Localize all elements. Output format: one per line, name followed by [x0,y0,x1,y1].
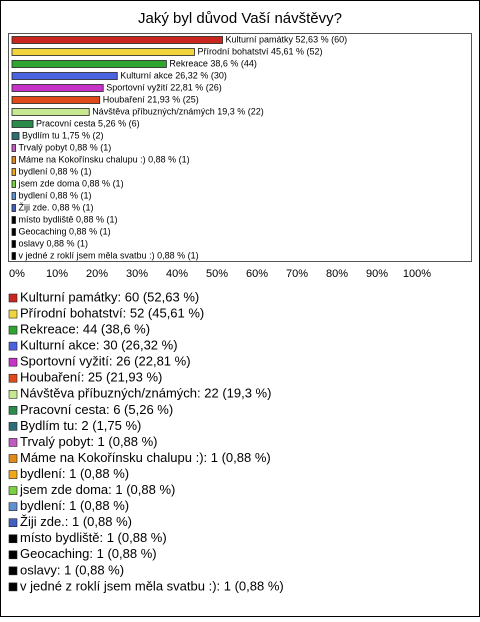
bar [11,132,20,140]
legend-label: Trvalý pobyt: 1 (0,88 %) [20,434,158,449]
legend-label: Kulturní památky: 60 (52,63 %) [20,289,199,304]
bar-label: bydlení 0,88 % (1) [19,190,92,200]
bar-label: Máme na Kokořínsku chalupu :) 0,88 % (1) [19,154,190,164]
legend-label: Přírodní bohatství: 52 (45,61 %) [20,305,204,320]
bar [11,180,16,188]
legend-swatch [8,470,18,479]
legend-label: bydlení: 1 (0,88 %) [20,498,129,513]
bar [11,240,16,248]
legend-swatch [8,502,18,511]
legend-label: Sportovní vyžití: 26 (22,81 %) [20,354,191,369]
legend-label: Žiji zde.: 1 (0,88 %) [20,514,132,529]
legend-label: bydlení: 1 (0,88 %) [20,466,129,481]
bar [11,252,16,260]
x-tick-label: 0% [9,268,25,280]
bar [11,84,104,92]
plot-frame [8,33,472,262]
bar [11,168,16,176]
bar-label: Rekreace 38,6 % (44) [169,58,257,68]
bar [11,96,101,104]
legend-swatch [8,406,18,415]
legend-swatch [8,438,18,447]
legend-swatch [8,566,18,576]
x-tick-label: 70% [286,268,308,280]
legend-swatch [8,293,18,303]
legend-label: v jedné z roklí jsem měla svatbu :): 1 (… [20,578,284,593]
bar [11,48,195,56]
bar [11,144,16,152]
legend-swatch [8,550,18,560]
bar [11,204,16,212]
x-tick-label: 90% [366,268,388,280]
legend-swatch [8,534,18,544]
bar [11,108,90,116]
legend-label: Kulturní akce: 30 (26,32 %) [20,338,178,353]
bar [11,120,34,128]
x-tick-label: 80% [326,268,348,280]
x-tick-label: 20% [86,268,108,280]
bar [11,36,223,44]
bar-label: Žiji zde. 0,88 % (1) [19,202,94,212]
legend-swatch [8,582,18,592]
bar [11,216,16,224]
bar-label: Návštěva příbuzných/známých 19,3 % (22) [92,106,264,116]
legend-label: Pracovní cesta: 6 (5,26 %) [20,402,173,417]
bar [11,192,16,200]
legend-swatch [8,309,18,319]
legend-label: Geocaching: 1 (0,88 %) [20,546,157,561]
x-tick-label: 30% [126,268,148,280]
legend-swatch [8,357,18,367]
legend-label: jsem zde doma: 1 (0,88 %) [19,482,175,497]
x-tick-label: 10% [46,268,68,280]
legend-label: oslavy: 1 (0,88 %) [20,562,124,577]
bar-label: oslavy 0,88 % (1) [19,238,89,248]
legend-swatch [8,325,18,335]
legend-label: místo bydliště: 1 (0,88 %) [20,530,167,545]
legend-swatch [8,486,18,495]
bar [11,228,16,236]
bar [11,60,167,68]
x-tick-label: 40% [166,268,188,280]
bar [11,72,118,80]
legend-swatch [8,373,18,383]
legend-label: Houbaření: 25 (21,93 %) [20,370,162,385]
bar [11,156,16,164]
bar-label: Bydlím tu 1,75 % (2) [22,130,104,140]
x-tick-label: 60% [246,268,268,280]
bar-label: Sportovní vyžití 22,81 % (26) [106,82,222,92]
bar-label: Kulturní památky 52,63 % (60) [226,34,348,44]
bar-label: Kulturní akce 26,32 % (30) [120,70,227,80]
x-tick-label: 100% [403,268,431,280]
bar-label: Přírodní bohatství 45,61 % (52) [197,46,322,56]
x-tick-label: 50% [206,268,228,280]
bar-label: Geocaching 0,88 % (1) [19,226,111,236]
bar-label: Pracovní cesta 5,26 % (6) [36,118,140,128]
bar-label: Trvalý pobyt 0,88 % (1) [19,142,112,152]
chart-title: Jaký byl důvod Vaší návštěvy? [138,10,342,27]
legend-swatch [8,422,18,431]
legend-swatch [8,341,18,351]
bar-label: v jedné z roklí jsem měla svatbu :) 0,88… [19,250,199,260]
legend-swatch [8,454,18,463]
legend-swatch [8,518,18,528]
bar-label: jsem zde doma 0,88 % (1) [18,178,124,188]
bar-label: Houbaření 21,93 % (25) [103,94,199,104]
legend-label: Rekreace: 44 (38,6 %) [20,322,150,337]
legend-label: Máme na Kokořínsku chalupu :): 1 (0,88 %… [20,450,271,465]
legend-label: Bydlím tu: 2 (1,75 %) [20,418,141,433]
legend-swatch [8,389,18,399]
legend-label: Návštěva příbuzných/známých: 22 (19,3 %) [20,386,271,401]
bar-label: bydlení 0,88 % (1) [19,166,92,176]
bar-label: místo bydliště 0,88 % (1) [19,214,118,224]
